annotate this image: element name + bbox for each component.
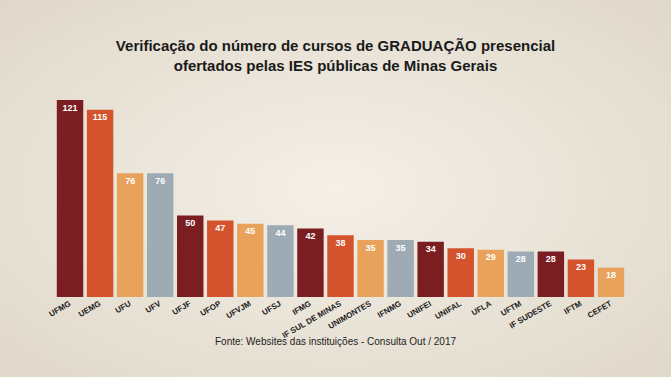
svg-text:UFMG: UFMG <box>47 299 72 319</box>
svg-text:UFJF: UFJF <box>171 299 193 317</box>
svg-text:42: 42 <box>305 231 315 241</box>
svg-text:UFSJ: UFSJ <box>260 299 282 317</box>
svg-text:50: 50 <box>185 218 195 228</box>
svg-text:UNIFAL: UNIFAL <box>433 299 463 321</box>
svg-text:IF SUDESTE: IF SUDESTE <box>508 299 554 331</box>
svg-text:UFVJM: UFVJM <box>225 299 253 320</box>
svg-text:47: 47 <box>215 223 225 233</box>
svg-text:76: 76 <box>155 176 165 186</box>
svg-text:UFLA: UFLA <box>470 299 493 318</box>
svg-text:UFV: UFV <box>144 299 163 315</box>
svg-text:UFOP: UFOP <box>199 299 223 318</box>
svg-text:IF SUL DE MINAS: IF SUL DE MINAS <box>280 299 343 341</box>
svg-text:IFNMG: IFNMG <box>376 299 403 320</box>
svg-text:UFTM: UFTM <box>499 299 524 318</box>
svg-text:23: 23 <box>576 262 586 272</box>
svg-text:76: 76 <box>125 176 135 186</box>
svg-text:UNIFEI: UNIFEI <box>406 299 433 320</box>
svg-text:35: 35 <box>366 243 376 253</box>
svg-text:121: 121 <box>63 103 78 113</box>
svg-text:28: 28 <box>516 254 526 264</box>
svg-text:Fonte: Websites das instituiçõ: Fonte: Websites das instituições - Consu… <box>215 336 456 347</box>
svg-text:Verificação do número de curso: Verificação do número de cursos de GRADU… <box>116 37 555 54</box>
svg-text:UEMG: UEMG <box>77 299 102 319</box>
svg-text:CEFET: CEFET <box>586 299 613 320</box>
svg-text:35: 35 <box>396 243 406 253</box>
svg-text:44: 44 <box>275 228 285 238</box>
svg-text:18: 18 <box>606 270 616 280</box>
svg-text:UNIMONTES: UNIMONTES <box>327 299 374 331</box>
svg-text:45: 45 <box>245 226 255 236</box>
svg-text:IFTM: IFTM <box>563 299 584 316</box>
svg-text:115: 115 <box>93 112 108 122</box>
svg-text:UFU: UFU <box>114 299 133 315</box>
svg-text:ofertados pelas IES públicas d: ofertados pelas IES públicas de Minas Ge… <box>174 57 497 74</box>
svg-text:30: 30 <box>456 251 466 261</box>
svg-text:38: 38 <box>335 238 345 248</box>
svg-text:29: 29 <box>486 252 496 262</box>
svg-text:IFMG: IFMG <box>291 299 313 317</box>
svg-text:28: 28 <box>546 254 556 264</box>
svg-text:34: 34 <box>426 244 436 254</box>
